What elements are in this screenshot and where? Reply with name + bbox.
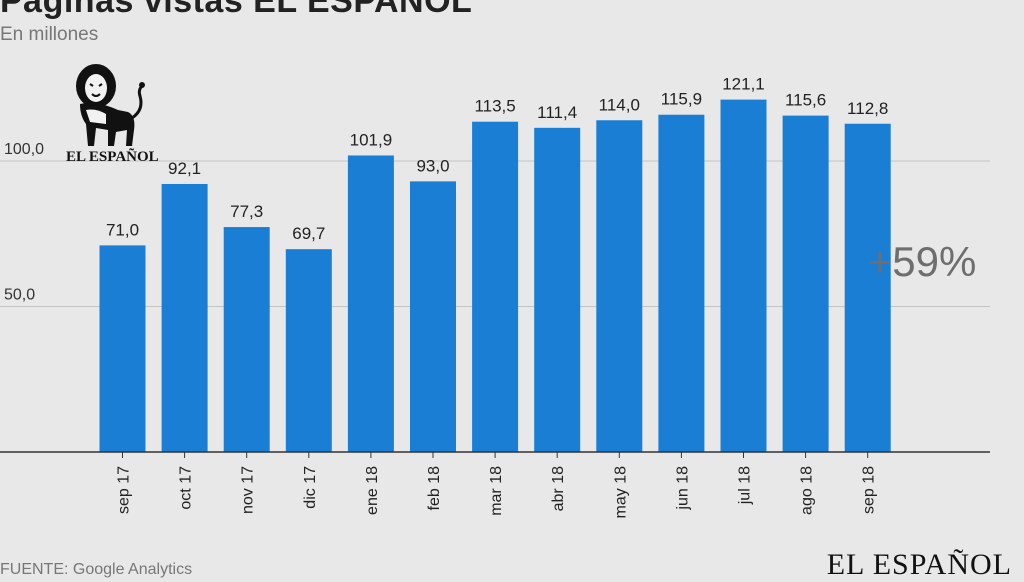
data-label: 101,9 [350,130,393,149]
bar [472,121,519,452]
x-tick-label: ago 18 [799,466,816,515]
x-tick-label: sep 17 [116,466,133,514]
data-label: 113,5 [474,97,515,116]
logo-text: EL ESPAÑOL [66,149,159,165]
data-label: 115,9 [661,90,702,109]
bar [658,114,705,452]
data-label: 93,0 [416,156,449,175]
brand-logo: EL ESPAÑOL [66,60,159,170]
bar [99,245,146,452]
lion-icon [76,64,145,146]
x-tick-label: abr 18 [550,466,567,511]
data-label: 71,0 [106,220,139,239]
data-label: 114,0 [599,95,640,114]
data-label: 115,6 [785,91,826,110]
x-tick-label: oct 17 [178,466,195,510]
data-label: 111,4 [537,103,577,122]
x-tick-label: may 18 [612,466,629,519]
chart-subtitle: En millones [0,24,99,45]
bar [782,115,829,452]
data-label: 69,7 [292,224,325,243]
x-tick-label: feb 18 [426,466,443,511]
x-tick-label: dic 17 [302,466,319,509]
x-tick-label: sep 18 [861,466,878,514]
bar [223,227,270,452]
x-tick-label: nov 17 [240,466,257,514]
brand-wordmark: EL ESPAÑOL [826,548,1012,581]
y-tick-label: 50,0 [4,287,35,304]
growth-annotation: +59% [868,238,977,285]
bar [534,127,581,453]
bar [720,99,767,452]
x-tick-label: mar 18 [488,466,505,516]
bar [596,120,643,452]
y-tick-label: 100,0 [4,141,44,158]
data-label: 92,1 [168,159,201,178]
source-note: FUENTE: Google Analytics [0,561,193,578]
data-label: 121,1 [722,75,765,94]
bar [844,123,891,452]
bar [285,249,332,452]
data-label: 112,8 [847,99,888,118]
chart-title: Páginas vistas EL ESPAÑOL [0,0,473,20]
x-tick-label: ene 18 [364,466,381,515]
data-label: 77,3 [230,202,263,221]
bar [161,183,208,452]
x-tick-label: jun 18 [674,466,691,511]
bar [347,155,394,452]
bar [410,181,456,452]
x-tick-label: jul 18 [737,466,754,505]
